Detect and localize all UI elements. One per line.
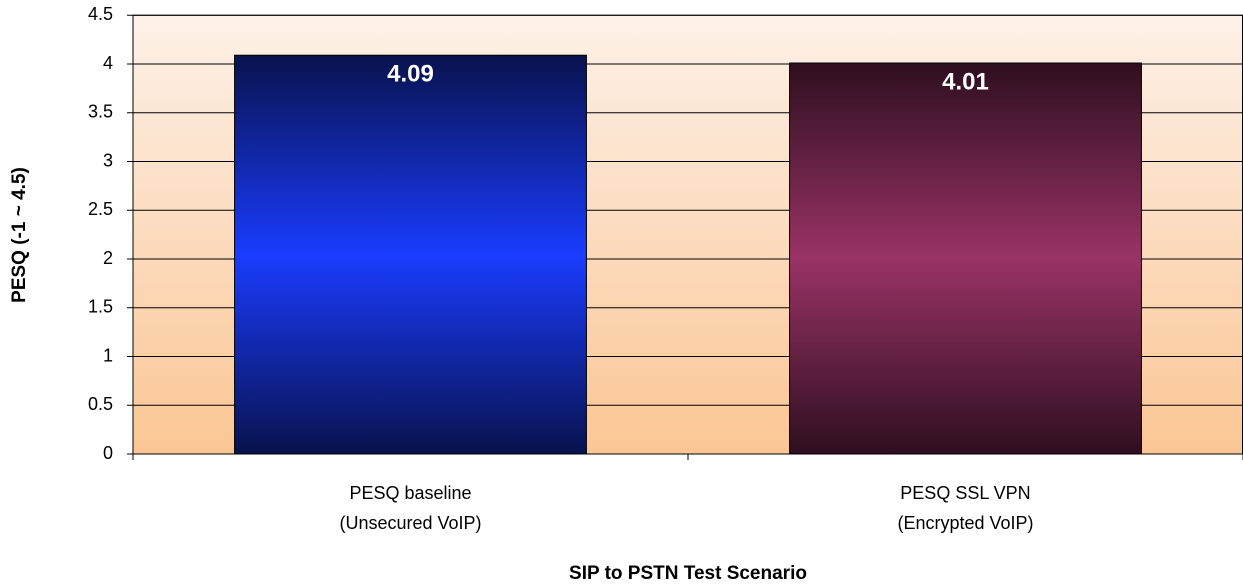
y-axis-title: PESQ (-1 ~ 4.5) (9, 167, 30, 303)
y-tick-label: 0 (103, 443, 113, 463)
x-tick-label: PESQ baseline (349, 483, 471, 503)
y-tick-label: 4.5 (88, 4, 113, 24)
data-label: 4.01 (942, 68, 989, 95)
bar (789, 62, 1142, 455)
y-tick-label: 3 (103, 150, 113, 170)
x-axis-title: SIP to PSTN Test Scenario (569, 563, 807, 584)
bar (234, 54, 587, 455)
x-tick-label: (Unsecured VoIP) (339, 513, 481, 533)
y-tick-label: 2.5 (88, 199, 113, 219)
y-tick-label: 0.5 (88, 394, 113, 414)
y-tick-label: 2 (103, 248, 113, 268)
y-tick-label: 1.5 (88, 297, 113, 317)
y-tick-label: 4 (103, 53, 113, 73)
data-label: 4.09 (387, 61, 434, 88)
y-tick-label: 3.5 (88, 102, 113, 122)
x-tick-label: (Encrypted VoIP) (897, 513, 1033, 533)
x-tick-label: PESQ SSL VPN (900, 483, 1030, 503)
y-tick-label: 1 (103, 345, 113, 365)
